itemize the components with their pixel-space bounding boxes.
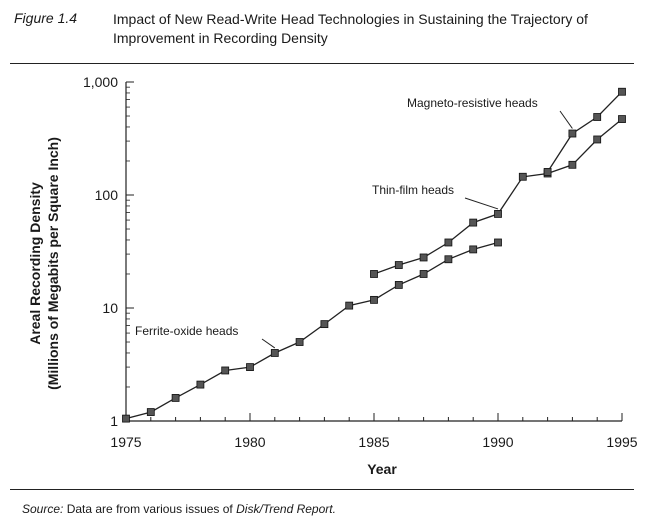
annotation-leader-line — [464, 197, 499, 210]
data-point-marker — [593, 113, 602, 121]
data-point-marker — [320, 320, 329, 329]
data-point-marker — [568, 160, 577, 169]
annotations: Ferrite-oxide heads Thin-film heads Magnet… — [135, 96, 573, 349]
annotation-label: Thin-film heads — [372, 183, 454, 197]
series-lines — [125, 91, 623, 420]
x-tick-label: 1995 — [606, 434, 637, 450]
figure-label: Figure 1.4 — [14, 10, 78, 26]
data-point-marker — [146, 408, 155, 416]
data-point-marker — [246, 363, 254, 371]
annotation-label: Ferrite-oxide heads — [135, 324, 238, 338]
bottom-rule — [10, 489, 634, 490]
data-point-marker — [394, 261, 403, 269]
data-point-marker — [370, 270, 378, 278]
source-text: Data are from various issues of — [66, 502, 233, 516]
annotation-leader-line — [559, 110, 573, 129]
x-tick-label: 1980 — [234, 434, 265, 450]
data-point-marker — [618, 87, 626, 96]
source-publication: Disk/Trend Report. — [236, 502, 336, 516]
x-tick-label: 1985 — [358, 434, 389, 450]
data-point-marker — [444, 255, 453, 264]
source-note: Source: Data are from various issues of … — [22, 502, 336, 516]
data-point-marker — [593, 135, 602, 144]
x-tick-label: 1990 — [482, 434, 513, 450]
data-point-marker — [494, 210, 502, 218]
series-markers — [122, 87, 626, 423]
data-point-marker — [543, 168, 552, 176]
annotation-label: Magneto-resistive heads — [407, 96, 538, 110]
y-ticks: 1 10 100 1,000 — [83, 74, 134, 429]
data-point-marker — [419, 253, 428, 262]
data-point-marker — [122, 414, 130, 423]
data-point-marker — [419, 270, 428, 278]
data-point-marker — [270, 349, 279, 357]
y-tick-label: 10 — [102, 300, 118, 316]
data-point-marker — [196, 380, 205, 389]
series-line-0 — [125, 241, 499, 420]
source-label: Source: — [22, 502, 64, 516]
data-point-marker — [494, 238, 502, 247]
annotation-leader-line — [261, 338, 276, 349]
data-point-marker — [394, 281, 403, 289]
data-point-marker — [295, 338, 304, 346]
data-point-marker — [469, 218, 478, 227]
x-axis-title: Year — [367, 461, 397, 477]
data-point-marker — [171, 394, 180, 402]
y-axis-title-group: Areal Recording Density (Millions of Meg… — [27, 137, 61, 390]
y-tick-label: 1 — [110, 413, 118, 429]
y-axis-title: Areal Recording Density — [27, 182, 43, 345]
data-point-marker — [568, 129, 577, 138]
data-point-marker — [221, 366, 230, 375]
figure-header: Figure 1.4 Impact of New Read-Write Head… — [14, 8, 634, 56]
data-point-marker — [345, 301, 354, 310]
data-point-marker — [444, 238, 453, 247]
y-tick-label: 100 — [95, 187, 119, 203]
data-point-marker — [370, 295, 378, 304]
top-rule — [10, 63, 634, 64]
data-point-marker — [618, 115, 626, 123]
x-tick-label: 1975 — [110, 434, 141, 450]
data-point-marker — [518, 172, 527, 181]
x-ticks: 1975 1980 1985 1990 1995 — [110, 413, 638, 450]
data-point-marker — [469, 245, 478, 254]
series-line-2 — [547, 91, 623, 173]
y-tick-label: 1,000 — [83, 74, 118, 90]
y-axis-subtitle: (Millions of Megabits per Square Inch) — [45, 137, 61, 390]
axes — [125, 82, 622, 422]
figure-title: Impact of New Read-Write Head Technologi… — [113, 11, 588, 46]
